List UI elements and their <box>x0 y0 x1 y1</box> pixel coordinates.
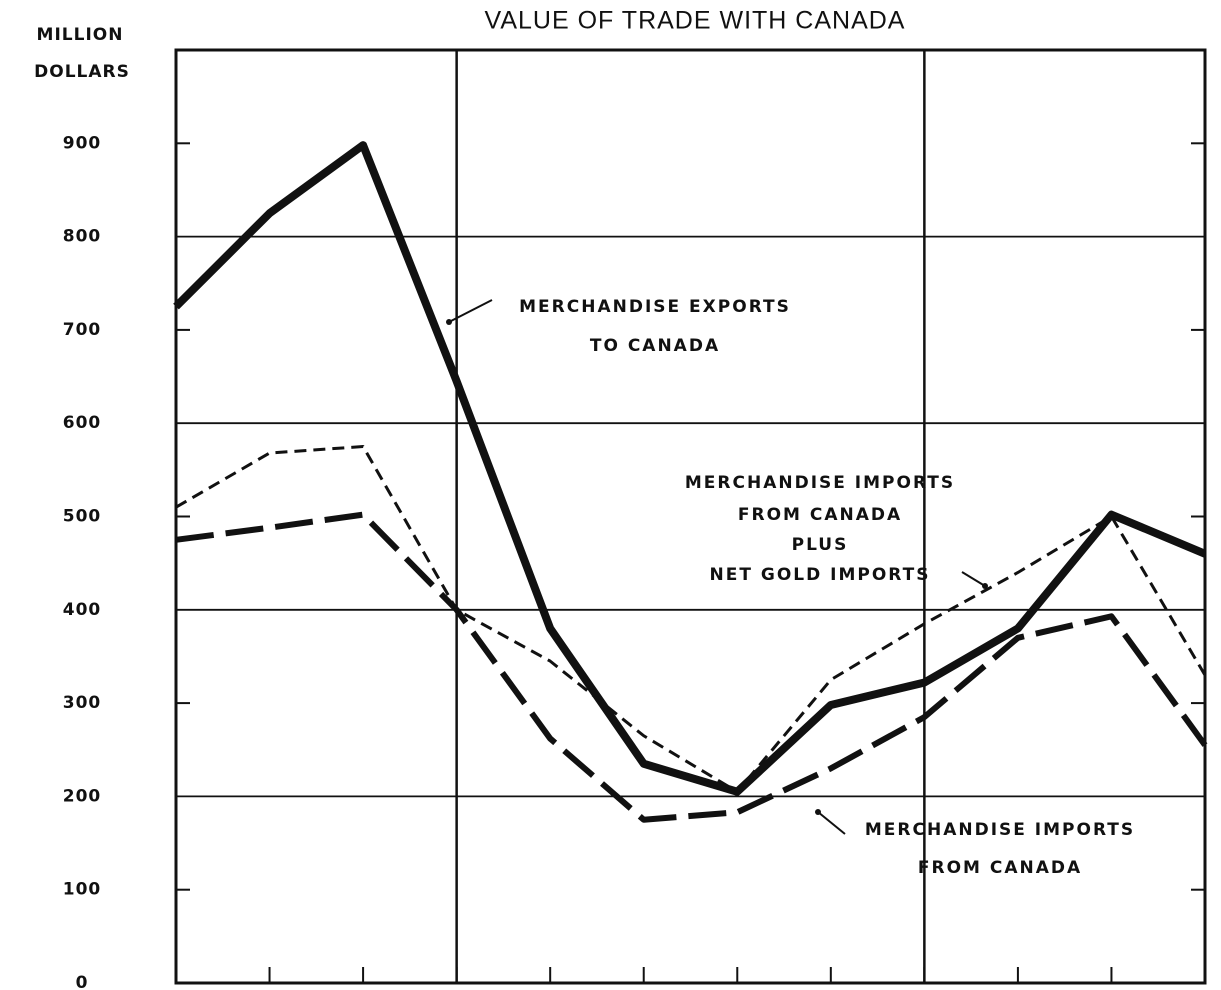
series-annotation: PLUS <box>792 535 849 555</box>
y-axis-label: DOLLARS <box>34 62 130 82</box>
series-annotation: NET GOLD IMPORTS <box>710 565 931 585</box>
arrow-head <box>446 319 452 325</box>
y-tick-label: 700 <box>63 320 102 340</box>
arrow-head <box>982 583 988 589</box>
annotation-arrow <box>961 571 986 587</box>
arrow-head <box>815 809 821 815</box>
series-line <box>173 141 1207 796</box>
y-tick-label: 100 <box>63 880 102 900</box>
series-annotation: MERCHANDISE EXPORTS <box>519 297 791 317</box>
series-annotation: FROM CANADA <box>738 505 902 525</box>
series-line <box>175 511 1208 823</box>
y-tick-label: 500 <box>63 507 102 527</box>
series-annotation: MERCHANDISE IMPORTS <box>685 473 955 493</box>
y-axis-label: MILLION <box>37 25 124 45</box>
series-annotation: FROM CANADA <box>918 858 1082 878</box>
series-line <box>175 445 1207 794</box>
y-tick-label: 400 <box>63 600 102 620</box>
y-tick-label: 800 <box>63 227 102 247</box>
series-annotation: TO CANADA <box>590 336 720 356</box>
y-tick-label: 300 <box>63 693 102 713</box>
series-annotation: MERCHANDISE IMPORTS <box>865 820 1135 840</box>
y-tick-label: 0 <box>76 973 89 990</box>
y-tick-label: 200 <box>63 786 102 806</box>
y-tick-label: 900 <box>63 133 102 153</box>
y-tick-label: 600 <box>63 413 102 433</box>
chart-title: VALUE OF TRADE WITH CANADA <box>485 7 906 35</box>
annotation-arrow <box>448 299 493 323</box>
annotation-arrow <box>817 811 846 835</box>
